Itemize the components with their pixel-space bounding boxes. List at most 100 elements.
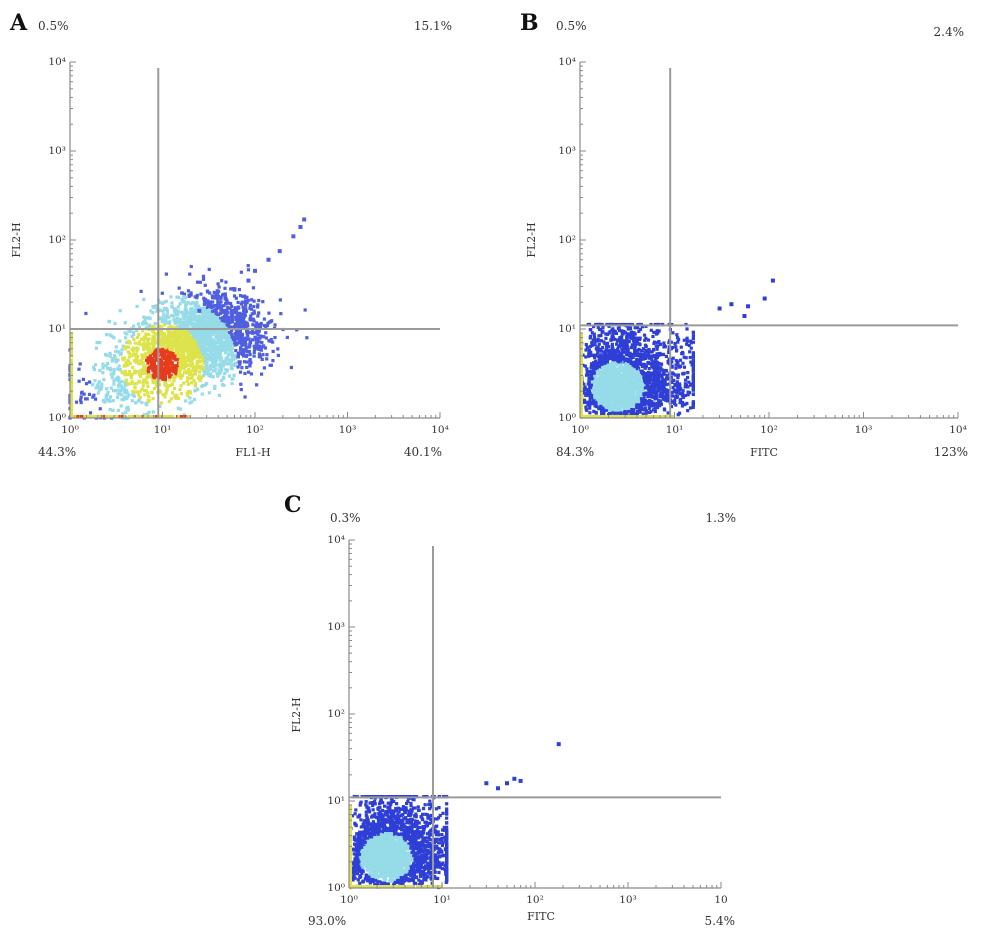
event-dot — [239, 270, 243, 274]
event-dot — [180, 373, 185, 377]
event-dot — [636, 366, 641, 370]
event-dot — [617, 387, 621, 391]
event-dot — [242, 360, 247, 364]
event-dot — [667, 341, 671, 345]
event-dot — [188, 363, 192, 367]
event-dot — [244, 349, 248, 353]
event-dot — [670, 394, 675, 398]
event-dot — [199, 345, 203, 349]
event-dot — [584, 393, 588, 398]
event-dot — [196, 304, 201, 308]
event-dot — [92, 393, 96, 397]
event-dot — [176, 295, 181, 300]
event-dot — [102, 378, 106, 382]
event-dot — [630, 388, 635, 392]
event-dot — [206, 343, 211, 347]
event-dot — [119, 389, 123, 393]
event-dot — [182, 317, 186, 321]
event-dot — [268, 339, 272, 343]
event-dot — [198, 356, 203, 360]
event-dot — [171, 375, 175, 379]
event-dot — [248, 306, 252, 310]
event-dot — [230, 332, 234, 337]
event-dot — [674, 403, 678, 407]
event-dot — [682, 365, 687, 369]
event-dot — [185, 349, 189, 353]
event-dot — [118, 309, 122, 313]
event-dot — [587, 373, 592, 377]
event-dot — [613, 348, 617, 353]
event-dot — [682, 355, 686, 359]
event-dot — [193, 389, 197, 393]
event-dot — [211, 300, 215, 304]
event-dot — [675, 384, 679, 388]
event-dot — [220, 345, 224, 350]
event-dot — [207, 333, 211, 338]
event-dot — [86, 415, 90, 418]
event-dot — [248, 340, 252, 344]
event-dot — [658, 342, 662, 347]
event-dot — [146, 368, 150, 372]
event-dot — [140, 371, 145, 376]
event-dot — [597, 378, 601, 382]
event-dot — [229, 353, 233, 357]
event-dot — [182, 292, 187, 296]
event-dot — [209, 350, 213, 354]
event-dot — [191, 352, 195, 356]
event-dot — [209, 374, 213, 378]
event-dot — [228, 362, 232, 366]
event-dot — [136, 335, 140, 340]
event-dot — [653, 360, 657, 364]
event-dot — [188, 351, 193, 355]
event-dot — [114, 349, 118, 354]
event-dot — [251, 338, 255, 342]
event-dot — [127, 359, 131, 363]
event-dot — [151, 349, 155, 353]
event-dot — [159, 342, 163, 346]
event-dot — [581, 391, 585, 395]
event-dot — [153, 348, 158, 352]
event-dot — [610, 345, 615, 350]
event-dot — [187, 321, 191, 326]
event-dot — [140, 400, 144, 405]
event-dot — [251, 286, 256, 290]
event-dot — [285, 335, 289, 340]
event-dot — [201, 320, 205, 324]
event-dot — [663, 380, 667, 385]
event-dot — [242, 320, 246, 324]
event-dot — [661, 397, 665, 401]
event-dot — [144, 316, 148, 320]
event-dot — [217, 338, 222, 342]
event-dot — [239, 382, 243, 386]
event-dot — [252, 354, 256, 358]
event-dot — [235, 311, 239, 315]
event-dot — [100, 384, 104, 389]
event-dot — [679, 345, 683, 349]
event-dot — [676, 376, 680, 380]
event-dot — [586, 403, 590, 407]
event-dot — [164, 346, 168, 350]
event-dot — [186, 343, 190, 347]
event-dot — [145, 375, 149, 380]
event-dot — [161, 377, 165, 382]
event-dot — [257, 311, 261, 315]
event-dot — [162, 306, 166, 311]
event-dot — [186, 390, 190, 394]
event-dot — [132, 346, 136, 350]
event-dot — [592, 371, 596, 375]
event-dot — [95, 340, 99, 345]
event-dot — [133, 382, 137, 386]
event-dot — [691, 392, 695, 397]
event-dot — [148, 323, 152, 327]
event-dot — [184, 325, 188, 329]
event-dot — [162, 339, 166, 343]
event-dot — [643, 406, 647, 410]
event-dot — [689, 383, 693, 387]
event-dot — [97, 380, 101, 384]
event-dot — [629, 381, 633, 386]
event-dot — [178, 321, 183, 325]
event-dot — [197, 306, 201, 310]
event-dot — [614, 361, 618, 365]
event-dot — [190, 400, 194, 404]
event-dot — [181, 300, 185, 304]
